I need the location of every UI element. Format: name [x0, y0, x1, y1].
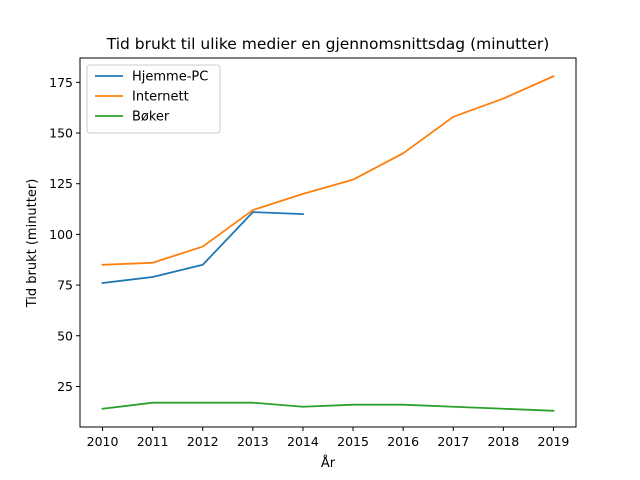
y-tick-label-75: 75 [57, 278, 73, 293]
x-tick-label-2017: 2017 [437, 434, 469, 449]
x-axis-label: År [321, 455, 336, 471]
x-tick-label-2011: 2011 [137, 434, 169, 449]
legend: Hjemme-PC Internett Bøker [86, 64, 221, 134]
x-tick-label-2016: 2016 [387, 434, 419, 449]
x-tick-label-2019: 2019 [538, 434, 570, 449]
y-tick-label-25: 25 [57, 379, 73, 394]
y-tick-label-150: 150 [49, 126, 73, 141]
x-tick-label-2018: 2018 [487, 434, 519, 449]
x-tick-label-2010: 2010 [87, 434, 119, 449]
chart-title: Tid brukt til ulike medier en gjennomsni… [106, 35, 550, 53]
y-axis-label: Tid brukt (minutter) [25, 179, 40, 309]
y-tick-label-50: 50 [57, 328, 73, 343]
x-tick-label-2012: 2012 [187, 434, 219, 449]
axes-frame [79, 57, 577, 428]
y-tick-label-125: 125 [49, 176, 73, 191]
legend-label-2: Bøker [132, 110, 170, 125]
plot-area: 2010 2011 2012 2013 2014 2015 2016 2017 2018 2019… [49, 57, 577, 449]
x-tick-label-2014: 2014 [287, 434, 319, 449]
series-line-2 [101, 401, 555, 412]
series-line-0 [101, 211, 304, 285]
series-line-1 [101, 75, 555, 266]
x-tick-label-2015: 2015 [337, 434, 369, 449]
x-tick-label-2013: 2013 [237, 434, 269, 449]
legend-label-0: Hjemme-PC [132, 70, 208, 85]
y-tick-label-175: 175 [49, 75, 73, 90]
y-tick-label-100: 100 [49, 227, 73, 242]
legend-label-1: Internett [132, 90, 189, 105]
